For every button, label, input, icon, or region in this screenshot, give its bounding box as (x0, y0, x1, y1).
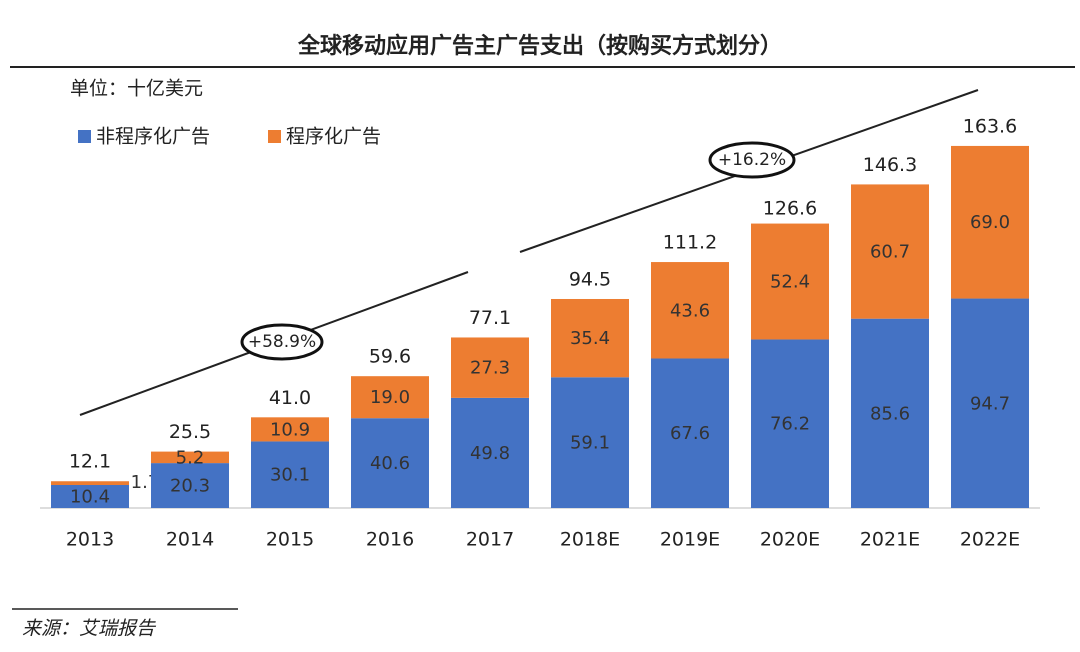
value-label: 52.4 (770, 272, 810, 293)
unit-note: 单位：十亿美元 (70, 78, 203, 100)
legend-label: 程序化广告 (286, 126, 381, 148)
bar-segment (651, 358, 729, 508)
total-label: 25.5 (169, 421, 211, 443)
annotation-ellipse (708, 141, 796, 179)
x-tick-label: 2019E (660, 529, 720, 551)
bar-segment (751, 339, 829, 508)
x-tick-label: 2014 (166, 529, 214, 551)
value-label: 94.7 (970, 393, 1010, 414)
bar-segment (951, 298, 1029, 508)
bar-segment (851, 318, 929, 508)
bar-segment (751, 223, 829, 340)
value-label: 10.4 (70, 486, 110, 507)
value-label: 60.7 (870, 242, 910, 263)
chart-title: 全球移动应用广告主广告支出（按购买方式划分） (297, 33, 782, 59)
total-label: 163.6 (963, 116, 1017, 138)
bar-segment (651, 262, 729, 359)
bar-segment (251, 417, 329, 442)
annotation: +16.2% (718, 150, 786, 170)
x-tick-label: 2013 (66, 529, 114, 551)
value-label: 85.6 (870, 403, 910, 424)
value-label: 20.3 (170, 476, 210, 497)
x-tick-label: 2017 (466, 529, 514, 551)
value-label: 76.2 (770, 414, 810, 435)
bar-segment (151, 463, 229, 508)
bar-segment (51, 484, 129, 508)
value-label: 30.1 (270, 465, 310, 486)
total-label: 59.6 (369, 346, 411, 368)
bar-segment (51, 481, 129, 485)
total-label: 146.3 (863, 154, 917, 176)
x-tick-label: 2015 (266, 529, 314, 551)
bar-segment (551, 377, 629, 508)
value-label: 49.8 (470, 443, 510, 464)
x-tick-label: 2020E (760, 529, 820, 551)
total-label: 77.1 (469, 307, 511, 329)
legend-swatch (78, 130, 91, 143)
legend-label: 非程序化广告 (96, 126, 210, 148)
total-label: 94.5 (569, 268, 611, 290)
x-tick-label: 2016 (366, 529, 414, 551)
bar-segment (251, 441, 329, 508)
value-label: 67.6 (670, 423, 710, 444)
bar-segment (451, 397, 529, 508)
x-tick-label: 2021E (860, 529, 920, 551)
value-label: 19.0 (370, 387, 410, 408)
total-label: 111.2 (663, 232, 717, 254)
annotation: +58.9% (248, 332, 316, 352)
bar-segment (151, 451, 229, 464)
total-label: 12.1 (69, 451, 111, 473)
total-label: 41.0 (269, 387, 311, 409)
value-label: 43.6 (670, 300, 710, 321)
value-label: 35.4 (570, 328, 610, 349)
value-label: 69.0 (970, 212, 1010, 233)
source: 来源：艾瑞报告 (22, 618, 157, 640)
value-label: 10.9 (270, 419, 310, 440)
annotation-ellipse (240, 323, 324, 361)
bar-segment (551, 298, 629, 378)
bar-segment (851, 184, 929, 319)
bar-segment (351, 418, 429, 508)
x-tick-label: 2018E (560, 529, 620, 551)
x-tick-label: 2022E (960, 529, 1020, 551)
bar-segment (351, 376, 429, 419)
total-label: 126.6 (763, 197, 817, 219)
value-label: 40.6 (370, 453, 410, 474)
legend-swatch (268, 130, 281, 143)
value-label: 27.3 (470, 358, 510, 379)
value-label: 5.2 (176, 447, 205, 468)
bar-segment (951, 145, 1029, 299)
bar-segment (451, 337, 529, 398)
value-label: 59.1 (570, 433, 610, 454)
